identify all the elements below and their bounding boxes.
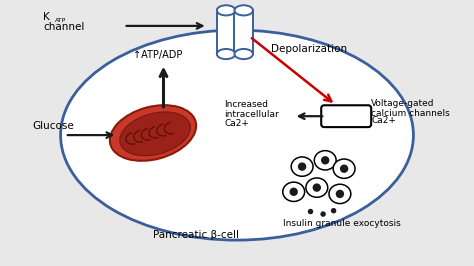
- Ellipse shape: [110, 105, 196, 161]
- Ellipse shape: [120, 112, 191, 156]
- Ellipse shape: [283, 182, 305, 201]
- Circle shape: [313, 183, 321, 192]
- Circle shape: [320, 211, 326, 217]
- Circle shape: [308, 209, 313, 214]
- Text: channel: channel: [43, 22, 84, 32]
- Text: ATP: ATP: [55, 18, 66, 23]
- Ellipse shape: [306, 178, 328, 197]
- Circle shape: [340, 164, 348, 173]
- Ellipse shape: [217, 49, 235, 59]
- Ellipse shape: [217, 5, 235, 15]
- Circle shape: [290, 188, 298, 196]
- Text: Depolarization: Depolarization: [271, 44, 346, 54]
- Text: Ca2+: Ca2+: [372, 116, 396, 125]
- FancyBboxPatch shape: [321, 105, 371, 127]
- Circle shape: [321, 156, 329, 164]
- Ellipse shape: [314, 151, 336, 170]
- Ellipse shape: [333, 159, 355, 178]
- Text: Pancreatic β-cell: Pancreatic β-cell: [153, 230, 239, 240]
- Text: calcium channels: calcium channels: [372, 109, 450, 118]
- Text: K: K: [43, 13, 50, 23]
- Polygon shape: [235, 10, 253, 54]
- Ellipse shape: [291, 157, 313, 176]
- Text: intracellular: intracellular: [224, 110, 279, 119]
- Circle shape: [336, 190, 344, 198]
- Text: ↑ATP/ADP: ↑ATP/ADP: [133, 50, 182, 60]
- Ellipse shape: [61, 30, 413, 240]
- Text: Voltage-gated: Voltage-gated: [372, 99, 435, 108]
- Circle shape: [298, 163, 306, 171]
- Text: Glucose: Glucose: [32, 121, 74, 131]
- Polygon shape: [217, 10, 235, 54]
- Circle shape: [331, 208, 337, 213]
- Text: Increased: Increased: [224, 100, 268, 109]
- Text: Ca2+: Ca2+: [224, 119, 249, 128]
- Ellipse shape: [235, 5, 253, 15]
- Text: Insulin granule exocytosis: Insulin granule exocytosis: [283, 219, 401, 228]
- Ellipse shape: [329, 184, 351, 203]
- Ellipse shape: [235, 49, 253, 59]
